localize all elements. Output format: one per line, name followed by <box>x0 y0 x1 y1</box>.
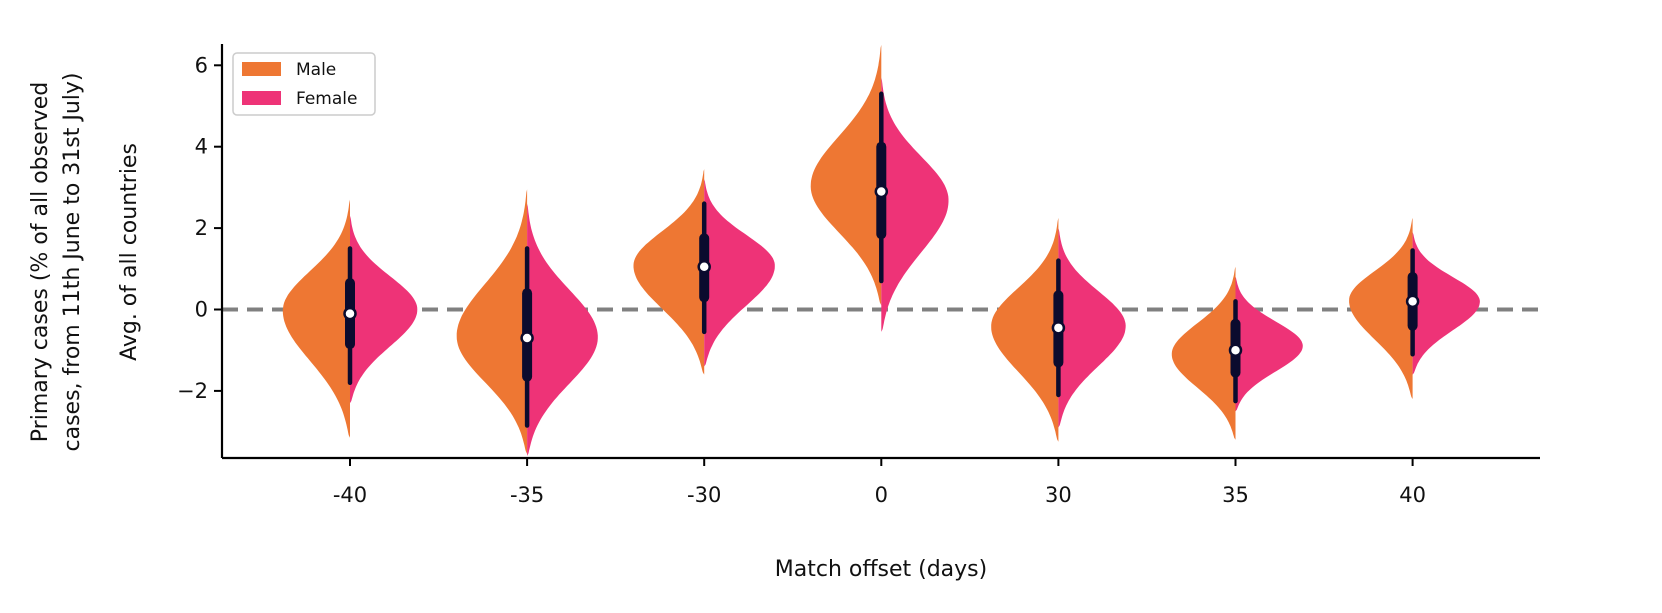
x-tick-label: -30 <box>687 483 721 507</box>
y-axis-outer-label-line1: Primary cases (% of all observed <box>28 82 53 442</box>
violin-female--30 <box>704 179 775 367</box>
x-tick-label: 35 <box>1222 483 1249 507</box>
legend-label-male: Male <box>296 60 336 80</box>
violin-female-0 <box>881 77 949 332</box>
violin-male-30 <box>991 217 1059 442</box>
median-point-30 <box>1051 321 1066 335</box>
legend-label-female: Female <box>296 89 357 109</box>
median-point-40 <box>1405 294 1420 309</box>
median-point--35 <box>520 331 534 345</box>
median-point--30 <box>697 260 711 274</box>
violin-female-30 <box>1058 228 1126 428</box>
violin-female--35 <box>527 203 598 457</box>
legend-swatch-male <box>242 62 281 76</box>
x-tick-label: -35 <box>510 483 544 507</box>
legend-swatch-female <box>242 91 281 105</box>
median-point--40 <box>343 306 357 321</box>
y-tick-label: −2 <box>177 379 208 403</box>
violin-male--35 <box>456 189 528 454</box>
y-tick-label: 4 <box>195 135 208 159</box>
violin-female--40 <box>350 215 418 404</box>
violin-male-35 <box>1171 266 1236 440</box>
y-tick-label: 0 <box>195 298 208 322</box>
y-axis-outer-label-line2: cases, from 11th June to 31st July) <box>60 73 85 452</box>
violin-female-35 <box>1235 276 1303 412</box>
x-tick-label: -40 <box>333 483 367 507</box>
median-point-35 <box>1228 343 1243 357</box>
x-tick-label: 30 <box>1045 483 1072 507</box>
violin-male--40 <box>282 199 350 438</box>
violin-male--30 <box>633 169 705 375</box>
median-point-0 <box>874 184 889 199</box>
violin-male-0 <box>810 44 882 306</box>
y-tick-label: 2 <box>195 216 208 240</box>
y-tick-label: 6 <box>195 53 208 77</box>
violin-female-40 <box>1412 232 1480 375</box>
x-axis-label: Match offset (days) <box>775 557 987 582</box>
x-tick-label: 0 <box>875 483 888 507</box>
y-ticks-group: −2 0 2 4 6 <box>177 53 222 403</box>
violins-group <box>282 44 1480 457</box>
x-ticks-group: -40 -35 -30 0 30 35 40 <box>333 458 1426 507</box>
violin-male-40 <box>1349 217 1413 400</box>
legend: Male Female <box>232 52 376 116</box>
x-tick-label: 40 <box>1399 483 1426 507</box>
inner-boxplots-group <box>343 91 1420 428</box>
y-axis-inner-label: Avg. of all countries <box>117 143 142 361</box>
